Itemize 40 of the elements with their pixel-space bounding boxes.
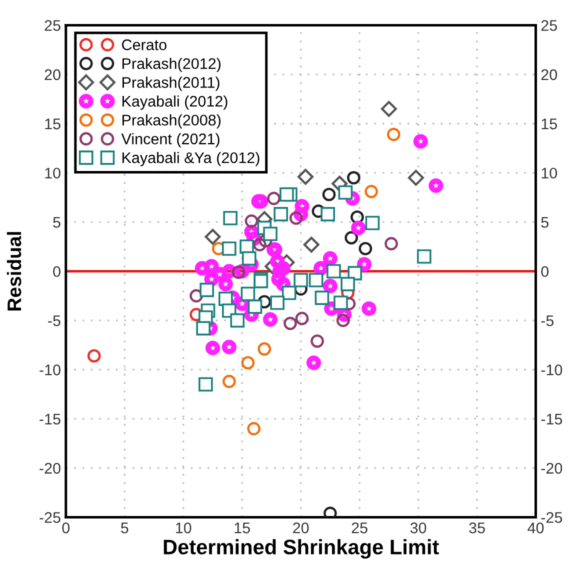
- legend-label: Kayabali (2012): [122, 95, 228, 110]
- x-tick-label: 35: [469, 522, 485, 534]
- x-tick-label: 10: [176, 522, 192, 534]
- y-tick-label: 5: [53, 217, 60, 228]
- y2-tick-label: -10: [541, 364, 562, 376]
- x-tick-label: 30: [410, 522, 426, 534]
- y-tick-label: -15: [40, 414, 60, 425]
- x-tick-label: 20: [293, 522, 309, 534]
- legend-label: Prakash(2011): [122, 76, 220, 91]
- y2-tick-label: 20: [541, 69, 558, 80]
- x-tick-label: 15: [234, 522, 250, 534]
- y2-tick-label: -25: [541, 512, 562, 523]
- x-tick-label: 0: [62, 522, 70, 534]
- x-tick-label: 40: [528, 522, 544, 534]
- x-tick-label: 5: [120, 522, 128, 534]
- x-axis-title: Determined Shrinkage Limit: [164, 539, 439, 559]
- y2-tick-label: 25: [541, 20, 557, 31]
- y-tick-label: -10: [40, 364, 60, 376]
- legend-label: Prakash(2008): [122, 114, 221, 129]
- y2-tick-label: -5: [541, 315, 554, 326]
- y2-tick-label: -20: [541, 462, 562, 474]
- y-tick-label: 0: [53, 266, 60, 277]
- y2-tick-label: 10: [542, 168, 558, 179]
- y2-tick-label: 15: [542, 118, 557, 130]
- y-tick-label: -5: [48, 315, 60, 326]
- y-tick-label: 25: [44, 20, 60, 31]
- y-tick-label: 20: [44, 69, 60, 80]
- y-axis-title: Residual: [6, 232, 22, 310]
- y-tick-label: -20: [40, 462, 60, 474]
- y-tick-label: 10: [45, 168, 60, 179]
- y2-tick-label: 5: [541, 217, 548, 228]
- legend-label: Cerato: [122, 39, 166, 50]
- y2-tick-label: -15: [541, 414, 562, 425]
- x-tick-label: 25: [352, 522, 368, 534]
- y-tick-label: -25: [40, 512, 60, 523]
- legend-label: Vincent (2021): [121, 133, 220, 148]
- legend-label: Prakash(2012): [122, 58, 221, 72]
- y-tick-label: 15: [45, 118, 60, 130]
- y2-tick-label: 0: [541, 266, 549, 277]
- legend-label: Kayabali &Ya (2012): [122, 152, 260, 166]
